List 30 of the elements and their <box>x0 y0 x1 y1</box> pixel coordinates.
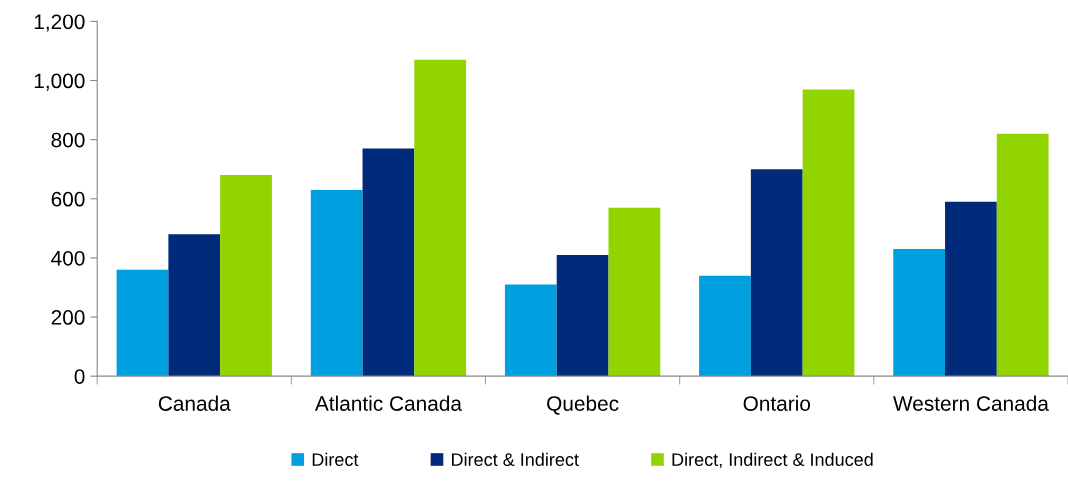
x-tick-label: Canada <box>158 395 231 411</box>
x-tick-label: Quebec <box>547 395 619 415</box>
y-tick-label: 600 <box>51 191 85 207</box>
y-tick-label: 1,000 <box>34 73 85 91</box>
bar <box>220 175 272 377</box>
bar <box>945 201 997 377</box>
x-tick-label: Western Canada <box>893 395 1049 411</box>
bar <box>893 249 946 377</box>
y-tick-label: 200 <box>51 310 85 325</box>
y-tick-label: 0 <box>74 369 85 384</box>
y-tick-label: 800 <box>51 132 85 148</box>
bar <box>750 169 803 377</box>
legend-label: Direct <box>312 452 359 466</box>
bar <box>504 284 557 377</box>
y-tick-label: 400 <box>51 250 85 266</box>
bar <box>802 89 855 377</box>
bar <box>556 254 609 377</box>
bar <box>362 148 415 377</box>
y-tick-label: 1,200 <box>34 14 85 32</box>
bar <box>996 133 1049 377</box>
legend-label: Direct, Indirect & Induced <box>672 452 873 469</box>
x-tick-label: Atlantic Canada <box>314 395 462 411</box>
bar <box>608 207 661 377</box>
bar <box>414 59 467 377</box>
bar <box>168 234 221 377</box>
legend-label: Direct & Indirect <box>452 452 579 466</box>
bar <box>699 275 751 377</box>
bar <box>310 189 363 377</box>
x-tick-label: Ontario <box>743 395 811 411</box>
bar <box>116 269 169 377</box>
